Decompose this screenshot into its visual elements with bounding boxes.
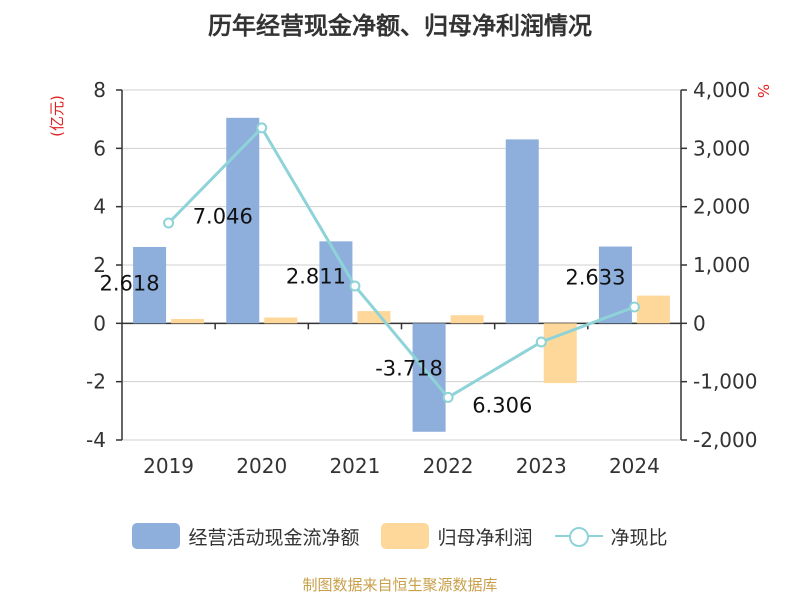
bar-value-label: 2.811 xyxy=(286,264,346,288)
ratio-point xyxy=(163,217,175,229)
left-axis-tick-label: -2 xyxy=(86,370,106,394)
ratio-point xyxy=(256,122,268,134)
right-axis-tick-label: -2,000 xyxy=(693,428,757,452)
right-axis-tick-label: 0 xyxy=(693,311,706,335)
x-axis-label: 2021 xyxy=(329,454,380,478)
bar-net-profit xyxy=(543,323,577,384)
ratio-point xyxy=(628,301,640,313)
bar-net-profit xyxy=(450,315,484,324)
right-axis-tick-label: 1,000 xyxy=(693,253,750,277)
legend-item-net-profit[interactable]: 归母净利润 xyxy=(381,523,533,550)
right-axis-tick-label: 3,000 xyxy=(693,136,750,160)
legend-item-cashflow[interactable]: 经营活动现金流净额 xyxy=(132,523,359,550)
x-axis-label: 2019 xyxy=(143,454,194,478)
legend: 经营活动现金流净额 归母净利润 净现比 xyxy=(0,518,800,554)
left-axis-tick-label: 4 xyxy=(93,195,106,219)
x-axis-label: 2024 xyxy=(609,454,660,478)
right-axis-tick-label: 2,000 xyxy=(693,195,750,219)
bar-value-label: -3.718 xyxy=(375,356,443,380)
bar-value-label: 6.306 xyxy=(472,393,532,417)
ratio-point xyxy=(349,280,361,292)
left-axis-tick-label: 0 xyxy=(93,311,106,335)
right-axis-unit-label: % xyxy=(754,84,772,98)
ratio-point xyxy=(442,391,454,403)
bar-net-profit xyxy=(636,295,670,324)
right-axis-tick-label: 4,000 xyxy=(693,78,750,102)
bar-net-profit xyxy=(171,318,205,324)
left-axis-tick-label: 2 xyxy=(93,253,106,277)
chart-title: 历年经营现金净额、归母净利润情况 xyxy=(208,12,592,40)
legend-swatch-cashflow xyxy=(132,523,181,549)
bar-net-profit xyxy=(264,317,298,324)
bar-cashflow xyxy=(226,117,260,324)
bar-cashflow xyxy=(412,323,446,432)
bar-value-label: 2.618 xyxy=(100,271,160,295)
bar-cashflow xyxy=(133,246,167,324)
data-source-note: 制图数据来自恒生聚源数据库 xyxy=(302,576,498,594)
x-axis-label: 2023 xyxy=(516,454,567,478)
bar-cashflow xyxy=(505,139,539,324)
x-axis-label: 2020 xyxy=(236,454,287,478)
legend-item-ratio[interactable]: 净现比 xyxy=(554,523,668,550)
left-axis-tick-label: -4 xyxy=(86,428,106,452)
legend-label-ratio: 净现比 xyxy=(610,526,668,549)
left-axis-tick-label: 8 xyxy=(93,78,106,102)
bar-value-label: 7.046 xyxy=(193,204,253,228)
left-axis-unit-label: (亿元) xyxy=(48,95,66,137)
ratio-line xyxy=(167,125,635,400)
legend-label-cashflow: 经营活动现金流净额 xyxy=(188,526,360,549)
bar-value-label: 2.633 xyxy=(565,265,625,289)
right-axis-tick-label: -1,000 xyxy=(693,370,757,394)
legend-swatch-net-profit xyxy=(381,523,430,549)
left-axis-tick-label: 6 xyxy=(93,136,106,160)
x-axis-label: 2022 xyxy=(423,454,474,478)
legend-swatch-ratio-icon xyxy=(554,523,603,549)
chart-canvas: 8 6 4 2 0 -2 -4 4,000 3,000 2,000 1,000 0 -1,000 -2,0… xyxy=(48,78,772,478)
legend-label-net-profit: 归母净利润 xyxy=(437,526,533,549)
ratio-point xyxy=(535,336,547,348)
